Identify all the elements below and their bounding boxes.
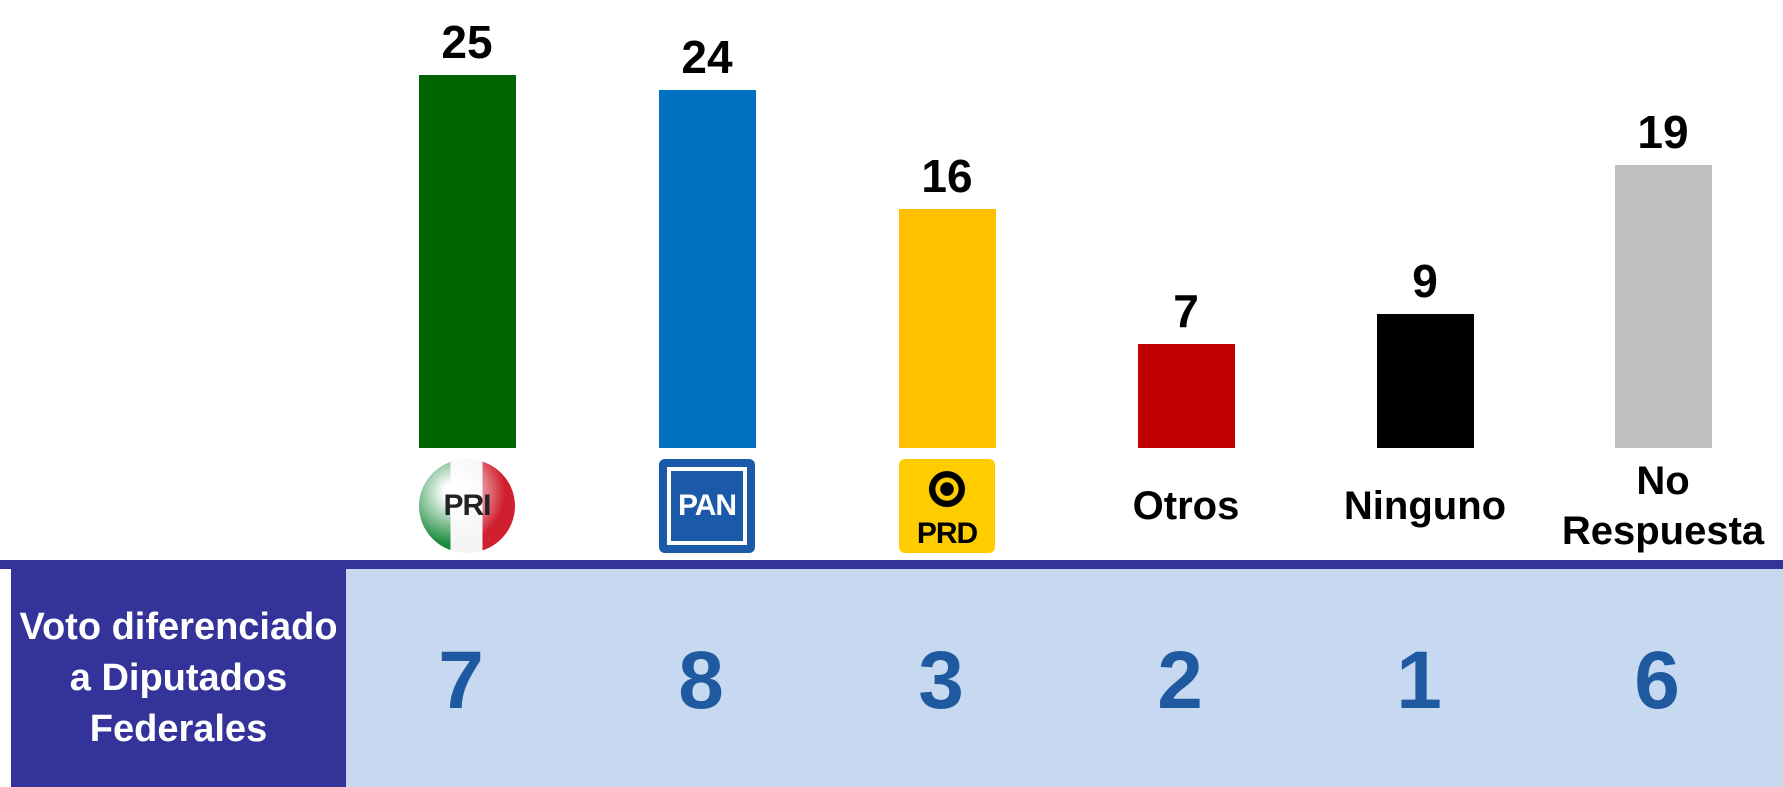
row-value: 1	[1396, 635, 1442, 726]
party-logo: PRI	[419, 459, 515, 553]
bar	[1376, 313, 1474, 448]
bar	[898, 209, 996, 448]
value-label: 9	[1412, 254, 1438, 307]
party-logo: PAN	[659, 459, 755, 553]
category-label: Ninguno	[1343, 484, 1507, 528]
value-label: 25	[441, 16, 493, 68]
row-value: 7	[438, 635, 484, 726]
band-line	[0, 560, 1783, 569]
bar	[658, 89, 756, 448]
bar	[418, 75, 516, 448]
value-label: 16	[921, 150, 973, 203]
row-value: 8	[678, 635, 724, 726]
row-value: 2	[1157, 635, 1203, 726]
category-label: No Respuesta	[1561, 459, 1765, 553]
row-header: Voto diferenciado a Diputados Federales	[11, 569, 346, 787]
row-value: 6	[1634, 635, 1680, 726]
row-value: 3	[918, 635, 964, 726]
bar	[1137, 343, 1235, 448]
value-label: 19	[1637, 105, 1689, 158]
value-label: 24	[681, 30, 733, 83]
value-label: 7	[1173, 284, 1199, 337]
row-values-box	[346, 569, 1783, 787]
category-label: Otros	[1132, 484, 1240, 528]
bar	[1614, 164, 1712, 448]
party-logo: PRD	[899, 459, 995, 553]
